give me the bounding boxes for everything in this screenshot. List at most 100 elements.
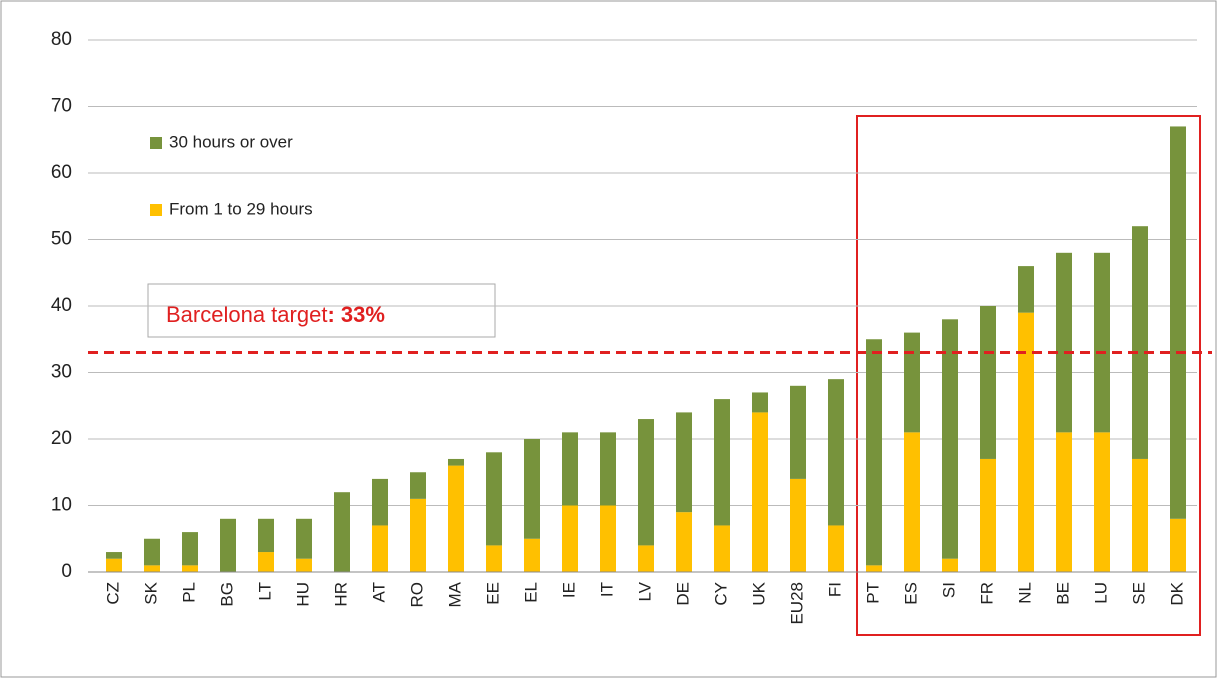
bar-segment [638,545,654,572]
bar-segment [942,319,958,559]
bar-segment [524,439,540,539]
bar-segment [486,452,502,546]
bar-segment [828,379,844,526]
bar-segment [752,392,768,413]
bar-segment [904,332,920,433]
bar-segment [448,465,464,572]
bar-segment [372,478,388,526]
legend-label: From 1 to 29 hours [169,199,313,218]
x-tick-label: SK [141,581,160,604]
bar-segment [714,525,730,572]
x-tick-label: CZ [103,582,122,605]
bar-segment [1018,266,1034,313]
x-tick-label: PT [863,582,882,604]
x-tick-label: CY [711,582,730,606]
bar-segment [942,558,958,572]
bar-segment [258,552,274,572]
bar-segment [1018,312,1034,572]
target-box [147,283,496,338]
x-tick-label: BG [217,582,236,607]
bar-segment [904,432,920,572]
bar-segment [524,538,540,572]
bar-segment [1056,252,1072,433]
y-tick-label: 0 [61,561,72,582]
bar-segment [980,458,996,572]
bar-segment [980,306,996,459]
bar-segment [600,432,616,506]
x-tick-label: SE [1129,582,1148,605]
x-tick-label: FI [825,582,844,597]
bar-segment [106,558,122,572]
x-tick-label: EL [521,582,540,603]
y-tick-label: 40 [51,295,72,316]
x-tick-label: HU [293,582,312,607]
x-tick-label: LT [255,582,274,601]
bar-segment [790,385,806,479]
bar-segment [144,538,160,566]
bar-segment [106,552,122,559]
bar-segment [562,505,578,572]
bar-segment [790,478,806,572]
x-tick-label: SI [939,582,958,598]
bar-segment [372,525,388,572]
x-tick-label: MA [445,581,464,607]
x-tick-label: BE [1053,582,1072,605]
x-tick-label: PL [179,582,198,603]
bar-segment [220,518,236,572]
legend-swatch [150,137,162,149]
bar-segment [600,505,616,572]
legend-swatch [150,204,162,216]
x-tick-label: IE [559,582,578,598]
y-tick-label: 80 [51,29,72,50]
x-tick-label: EU28 [787,582,806,625]
y-tick-label: 60 [51,162,72,183]
highlight-box [856,115,1201,636]
x-tick-label: AT [369,582,388,602]
bar-segment [1094,252,1110,433]
x-tick-label: UK [749,581,768,605]
y-tick-label: 30 [51,362,72,383]
bar-segment [752,412,768,572]
bar-segment [258,518,274,553]
bar-segment [866,339,882,566]
x-tick-label: LV [635,581,654,601]
bar-segment [866,565,882,572]
x-tick-label: IT [597,582,616,597]
x-tick-label: ES [901,582,920,605]
bar-segment [828,525,844,572]
bar-segment [296,518,312,559]
bar-segment [182,565,198,572]
x-tick-label: DK [1167,581,1186,605]
y-tick-label: 70 [51,96,72,117]
x-tick-label: DE [673,582,692,606]
bar-segment [676,412,692,513]
x-tick-label: FR [977,582,996,605]
bar-segment [676,512,692,572]
bar-segment [448,458,464,466]
bar-segment [410,498,426,572]
bar-segment [410,472,426,499]
bar-segment [144,565,160,572]
x-tick-label: LU [1091,582,1110,604]
bar-segment [486,545,502,572]
bar-segment [714,399,730,526]
bar-segment [638,419,654,546]
bar-segment [1132,458,1148,572]
bar-segment [1094,432,1110,572]
x-tick-label: EE [483,582,502,605]
x-tick-label: HR [331,582,350,607]
y-tick-label: 20 [51,428,72,449]
x-tick-label: NL [1015,582,1034,604]
bar-segment [1170,126,1186,519]
bar-segment [334,492,350,572]
legend-label: 30 hours or over [169,132,293,151]
bar-segment [296,558,312,572]
x-tick-label: RO [407,582,426,608]
bar-segment [182,532,198,566]
bar-segment [1132,226,1148,459]
bar-segment [1170,518,1186,572]
bar-segment [562,432,578,506]
bar-segment [1056,432,1072,572]
y-tick-label: 10 [51,495,72,516]
